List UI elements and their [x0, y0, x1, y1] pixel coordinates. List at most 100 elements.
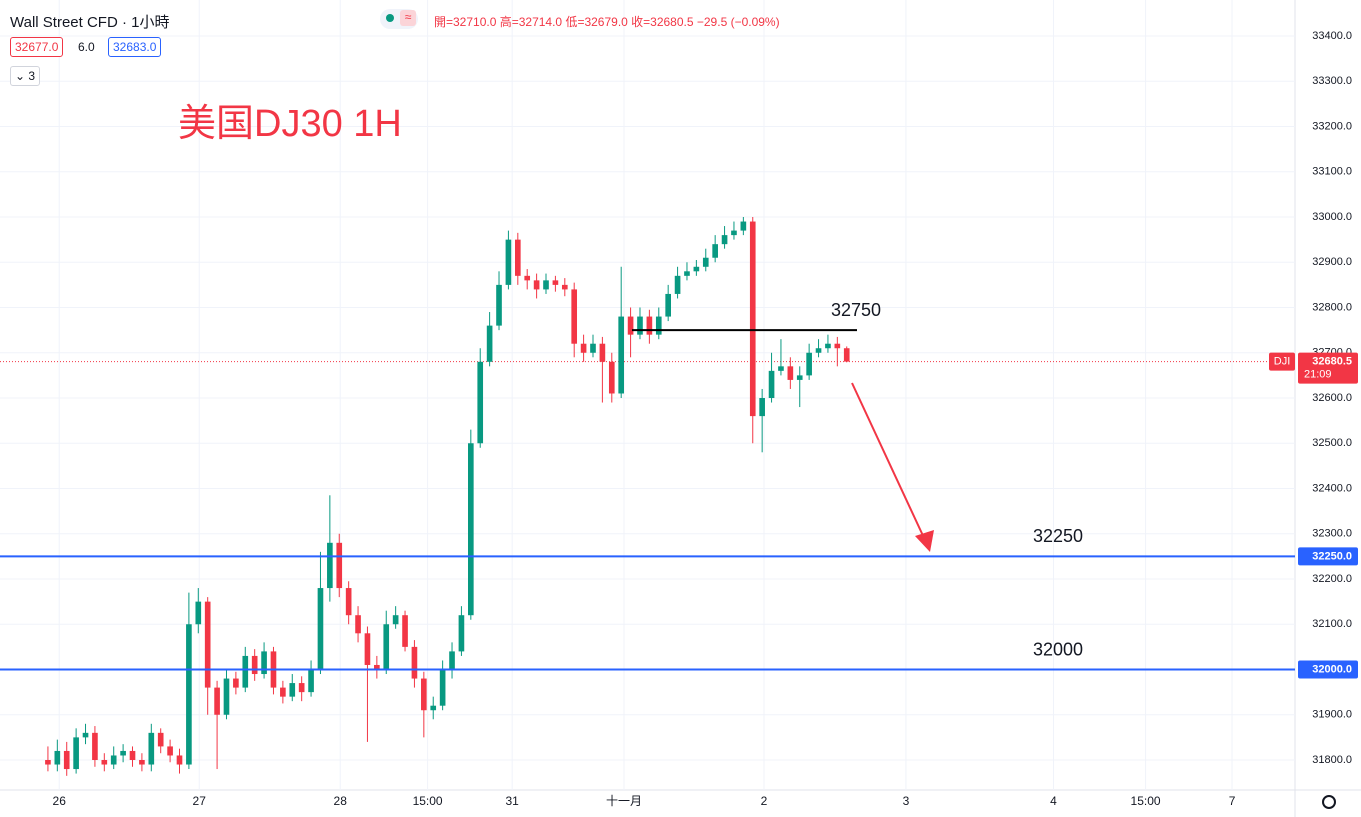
candle-body: [186, 624, 192, 765]
arrow-head: [915, 530, 934, 552]
candle: [233, 671, 239, 695]
candle: [533, 273, 540, 299]
candle-body: [787, 366, 794, 380]
candle-body: [477, 361, 484, 444]
x-tick-label: 26: [53, 794, 67, 808]
candle: [514, 232, 521, 285]
candle-body: [63, 750, 70, 770]
candle: [383, 610, 390, 675]
settings-button[interactable]: [1322, 795, 1336, 809]
candle-body: [674, 275, 681, 294]
candle-body: [599, 343, 606, 362]
x-tick-label: 28: [334, 794, 348, 808]
last-price-label: 32680.5: [1312, 355, 1352, 367]
candle-body: [693, 266, 700, 272]
candle: [261, 642, 267, 679]
y-tick-label: 33000.0: [1312, 211, 1352, 223]
candle: [787, 357, 794, 389]
candle-body: [374, 664, 380, 670]
candle-body: [148, 732, 155, 765]
candle: [355, 606, 361, 643]
candle: [270, 646, 277, 695]
arrow-shaft: [851, 382, 926, 541]
indicators-toggle[interactable]: ⌄ 3: [10, 66, 41, 86]
candle: [308, 660, 314, 697]
x-tick-label: 15:00: [1131, 794, 1161, 808]
candle-body: [825, 343, 831, 349]
y-tick-label: 32300.0: [1312, 528, 1352, 540]
indicators-count: 3: [28, 69, 36, 83]
candle-body: [308, 669, 314, 693]
candle: [665, 284, 671, 322]
candle-body: [336, 542, 343, 589]
x-tick-label: 31: [505, 794, 519, 808]
y-tick-label: 32200.0: [1312, 573, 1352, 585]
symbol-badge: [1269, 352, 1295, 371]
candle: [449, 642, 455, 679]
symbol-title[interactable]: Wall Street CFD · 1小時: [10, 14, 170, 31]
candle-body: [806, 352, 812, 376]
candle: [186, 592, 192, 770]
candle: [139, 753, 145, 772]
candle: [524, 269, 531, 290]
candle-body: [618, 316, 625, 394]
candle-body: [731, 230, 737, 236]
status-pill[interactable]: ≈: [380, 9, 418, 29]
ask-button[interactable]: 32683.0: [108, 37, 162, 57]
candle-body: [223, 678, 230, 715]
spread: 6.0: [78, 40, 95, 54]
price-badge: [1298, 352, 1358, 384]
level-label: 32000: [1033, 639, 1083, 659]
candle-body: [637, 316, 643, 335]
bid-button[interactable]: 32677.0: [10, 37, 64, 57]
candle-body: [73, 737, 79, 770]
candle-body: [778, 366, 784, 371]
candle: [421, 671, 427, 738]
candle-body: [524, 275, 531, 281]
candle: [637, 307, 643, 340]
candle: [543, 273, 549, 294]
candle-body: [815, 348, 822, 353]
candle-body: [411, 646, 418, 679]
candle: [825, 334, 831, 353]
candle: [101, 753, 108, 772]
candle: [778, 339, 784, 376]
candle-body: [759, 398, 765, 417]
candle-body: [768, 370, 775, 399]
candle-body: [345, 588, 352, 616]
candle-body: [233, 678, 239, 688]
candle: [740, 217, 747, 236]
countdown-label: 21:09: [1304, 368, 1332, 380]
candle: [552, 275, 559, 292]
candle: [684, 262, 690, 281]
candle-body: [496, 284, 502, 326]
x-tick-label: 3: [903, 794, 910, 808]
candle-body: [458, 615, 465, 652]
candle: [477, 348, 484, 448]
candle: [843, 346, 850, 363]
candle: [702, 248, 709, 272]
candle: [289, 674, 296, 702]
y-tick-label: 31900.0: [1312, 709, 1352, 721]
candle-body: [665, 293, 671, 317]
axis-badge: [1298, 660, 1358, 679]
candle: [280, 680, 286, 704]
candle: [364, 626, 371, 742]
candle: [327, 495, 333, 602]
candle: [214, 680, 220, 770]
candle-body: [712, 244, 718, 258]
candle-body: [176, 755, 183, 765]
candle-body: [721, 235, 728, 245]
candle-body: [608, 361, 615, 394]
candle-body: [514, 239, 521, 276]
candle: [806, 343, 812, 380]
candle-body: [139, 760, 145, 765]
y-tick-label: 32800.0: [1312, 301, 1352, 313]
y-tick-label: 32500.0: [1312, 437, 1352, 449]
candle: [561, 278, 568, 297]
candle-body: [45, 760, 51, 765]
candle-body: [552, 280, 559, 285]
candle: [336, 533, 343, 598]
candle-body: [590, 343, 596, 353]
candle: [721, 226, 728, 249]
